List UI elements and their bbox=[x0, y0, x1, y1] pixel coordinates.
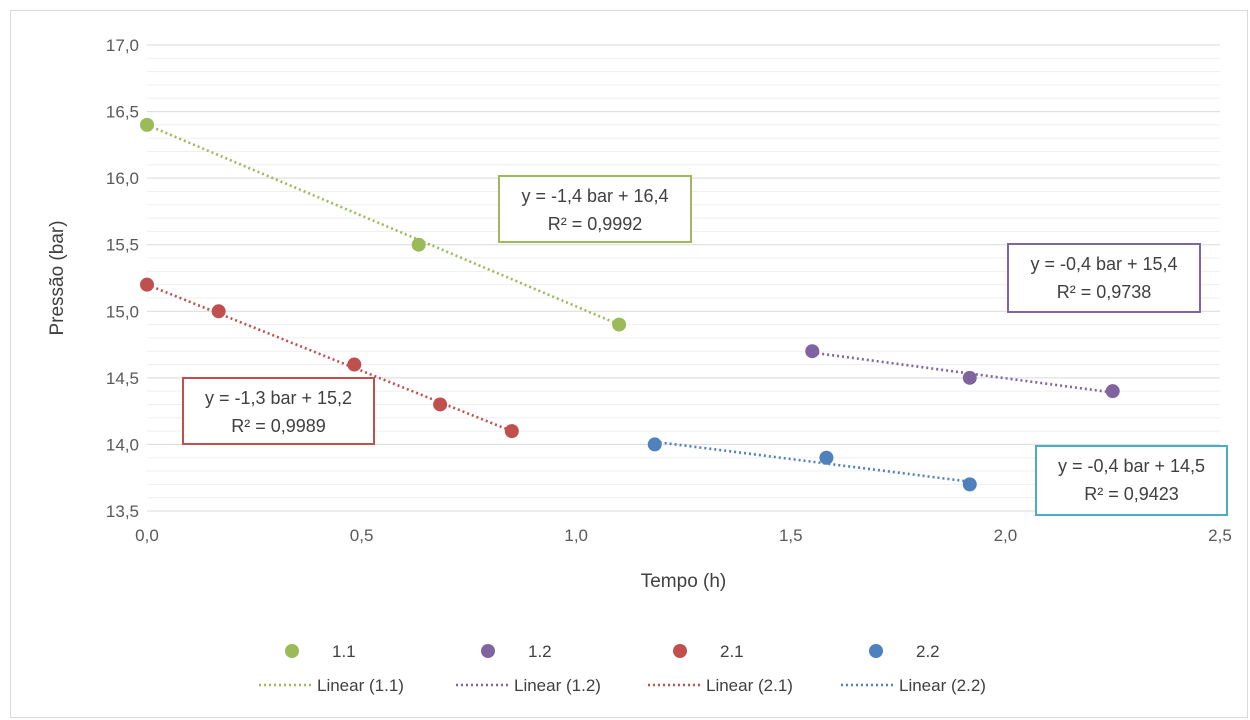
equation-box-2.2 bbox=[1035, 445, 1228, 516]
y-tick-label: 16,0 bbox=[106, 169, 139, 188]
legend-trendline-label: Linear (2.1) bbox=[706, 676, 793, 695]
legend-trendline-label: Linear (2.2) bbox=[899, 676, 986, 695]
legend-trendline-label: Linear (1.1) bbox=[317, 676, 404, 695]
y-tick-label: 15,0 bbox=[106, 302, 139, 321]
trendline-1.2 bbox=[812, 351, 1113, 394]
x-tick-label: 0,0 bbox=[135, 526, 159, 545]
data-point-2.2 bbox=[819, 450, 834, 465]
equation-box-1.2 bbox=[1007, 243, 1201, 313]
data-point-2.1 bbox=[504, 424, 519, 439]
data-point-2.1 bbox=[140, 277, 154, 292]
y-tick-label: 16,5 bbox=[106, 103, 139, 122]
trendline-2.2 bbox=[654, 440, 970, 483]
equation-label: y = -0,4 bar + 14,5 bbox=[1058, 456, 1205, 476]
legend: 1.1 1.2 2.1 2.2 Linear (1.1) Linear (1.2) Line… bbox=[259, 642, 986, 695]
y-tick-label: 14,5 bbox=[106, 369, 139, 388]
y-tick-label: 14,0 bbox=[106, 435, 139, 454]
x-axis-title: Tempo (h) bbox=[641, 571, 727, 592]
equation-box-2.1 bbox=[182, 377, 375, 445]
data-point-2.2 bbox=[962, 477, 977, 492]
data-point-2.1 bbox=[347, 357, 362, 372]
data-point-1.2 bbox=[805, 344, 820, 359]
equation-box-1.1 bbox=[498, 175, 692, 243]
r2-label: R² = 0,9738 bbox=[1057, 282, 1152, 302]
legend-marker-1.2 bbox=[481, 644, 495, 658]
y-tick-label: 17,0 bbox=[106, 36, 139, 55]
data-point-1.1 bbox=[612, 317, 627, 332]
y-axis-tick-labels: 13,5 14,0 14,5 15,0 15,5 16,0 16,5 17,0 bbox=[106, 36, 139, 521]
data-point-2.1 bbox=[433, 397, 448, 412]
legend-label: 2.2 bbox=[916, 642, 940, 661]
chart-frame: 0,0 0,5 1,0 1,5 2,0 2,5 13,5 14,0 14,5 15,0 15,5 1… bbox=[10, 10, 1248, 718]
legend-marker-2.1 bbox=[673, 644, 687, 658]
equation-label: y = -1,3 bar + 15,2 bbox=[205, 388, 352, 408]
legend-label: 2.1 bbox=[720, 642, 744, 661]
chart-plot: 0,0 0,5 1,0 1,5 2,0 2,5 13,514,014,515,015,51… bbox=[47, 36, 1232, 695]
data-point-2.2 bbox=[647, 437, 662, 452]
equation-label: y = -1,4 bar + 16,4 bbox=[521, 186, 668, 206]
y-tick-label: 15,5 bbox=[106, 236, 139, 255]
x-axis-tick-labels: 0,0 0,5 1,0 1,5 2,0 2,5 bbox=[135, 526, 1232, 545]
x-tick-label: 1,0 bbox=[564, 526, 588, 545]
data-point-1.1 bbox=[411, 237, 426, 252]
equation-boxes: y = -1,4 bar + 16,4 R² = 0,9992 y = -0,4 b… bbox=[182, 175, 1228, 516]
equation-label: y = -0,4 bar + 15,4 bbox=[1030, 254, 1177, 274]
data-point-1.2 bbox=[1105, 384, 1120, 399]
legend-marker-1.1 bbox=[285, 644, 299, 658]
legend-label: 1.1 bbox=[332, 642, 356, 661]
legend-marker-2.2 bbox=[869, 644, 883, 658]
data-point-1.1 bbox=[140, 117, 154, 132]
y-tick-label: 13,5 bbox=[106, 502, 139, 521]
legend-trendline-label: Linear (1.2) bbox=[514, 676, 601, 695]
trendline-1.1 bbox=[146, 123, 620, 326]
r2-label: R² = 0,9989 bbox=[231, 416, 326, 436]
r2-label: R² = 0,9423 bbox=[1084, 484, 1179, 504]
y-axis-title: Pressão (bar) bbox=[47, 220, 68, 335]
r2-label: R² = 0,9992 bbox=[548, 214, 643, 234]
x-tick-label: 0,5 bbox=[350, 526, 374, 545]
x-tick-label: 2,5 bbox=[1208, 526, 1232, 545]
x-tick-label: 2,0 bbox=[994, 526, 1018, 545]
trendline-2.1 bbox=[146, 283, 513, 433]
data-points bbox=[140, 117, 1120, 492]
trendlines bbox=[146, 123, 1113, 483]
legend-label: 1.2 bbox=[528, 642, 552, 661]
x-tick-label: 1,5 bbox=[779, 526, 803, 545]
data-point-2.1 bbox=[211, 304, 226, 319]
data-point-1.2 bbox=[962, 370, 977, 385]
